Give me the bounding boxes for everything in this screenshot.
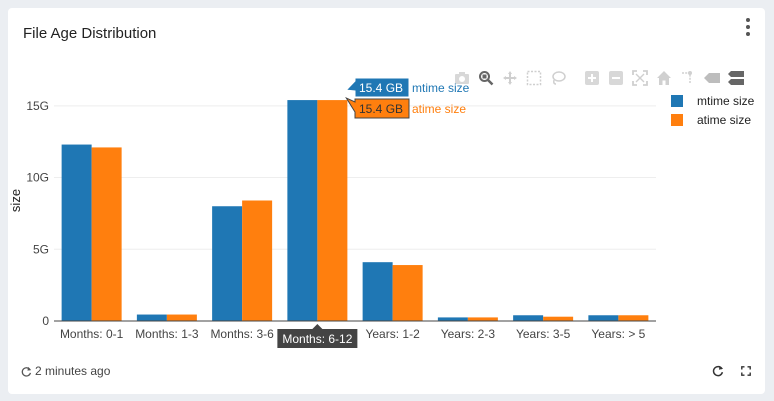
bar-atime[interactable] — [543, 316, 574, 321]
hover-value: 15.4 GB — [359, 102, 403, 116]
autoscale-icon[interactable] — [631, 69, 649, 87]
hover-closest-icon[interactable] — [703, 69, 721, 87]
last-updated: 2 minutes ago — [21, 364, 110, 378]
x-tick-label: Months: 1-3 — [135, 327, 199, 341]
legend-label[interactable]: mtime size — [697, 94, 755, 108]
x-tick-label: Months: 3-6 — [210, 327, 274, 341]
bar-mtime[interactable] — [287, 100, 318, 321]
x-tick-label: Months: 0-1 — [60, 327, 124, 341]
x-tick-label: Months: 6-12 — [282, 332, 352, 346]
bar-atime[interactable] — [242, 200, 273, 322]
bar-mtime[interactable] — [437, 317, 468, 321]
lasso-select-icon[interactable] — [549, 69, 567, 87]
legend-label[interactable]: atime size — [697, 113, 751, 127]
y-tick-label: 15G — [26, 99, 49, 113]
bar-mtime[interactable] — [588, 315, 619, 321]
bar-chart: 0 5G 10G 15G size Months: 0-1 Months: 1-3 Month… — [8, 77, 755, 348]
bar-atime[interactable] — [467, 317, 498, 321]
hover-series-name: atime size — [412, 102, 466, 116]
bar-mtime[interactable] — [362, 262, 393, 321]
y-tick-label: 0 — [42, 314, 49, 328]
x-tick-label: Years: 1-2 — [365, 327, 420, 341]
card-title: File Age Distribution — [23, 25, 157, 42]
hover-tooltip-box — [345, 77, 410, 98]
bar-atime[interactable] — [317, 100, 348, 321]
x-tick-label: Years: > 5 — [591, 327, 645, 341]
x-tick-label: Years: 2-3 — [441, 327, 496, 341]
bar-mtime[interactable] — [136, 314, 167, 321]
last-updated-text: 2 minutes ago — [35, 364, 111, 378]
home-icon[interactable] — [655, 69, 673, 87]
zoom-icon[interactable] — [477, 69, 495, 87]
hover-tooltip-mtime: 15.4 GB mtime size — [345, 77, 470, 98]
refresh-small-icon — [21, 366, 32, 377]
pan-icon[interactable] — [501, 69, 519, 87]
zoom-out-icon[interactable] — [607, 69, 625, 87]
refresh-icon[interactable] — [711, 364, 725, 378]
bar-atime[interactable] — [392, 265, 423, 321]
box-select-icon[interactable] — [525, 69, 543, 87]
legend-swatch[interactable] — [671, 114, 683, 126]
bar-atime[interactable] — [91, 147, 122, 321]
zoom-in-icon[interactable] — [583, 69, 601, 87]
legend-swatch[interactable] — [671, 95, 683, 107]
hover-series-name: mtime size — [412, 81, 470, 95]
bar-mtime[interactable] — [513, 315, 544, 321]
hover-tooltip-box — [345, 96, 410, 119]
more-options-icon[interactable] — [742, 17, 754, 37]
spike-lines-icon[interactable] — [679, 69, 697, 87]
x-hover-label-box — [277, 329, 358, 348]
bar-atime[interactable] — [618, 315, 649, 321]
fullscreen-icon[interactable] — [739, 364, 753, 378]
camera-icon[interactable] — [453, 69, 471, 87]
y-tick-label: 5G — [33, 242, 49, 256]
file-age-card: File Age Distribution — [8, 8, 765, 394]
hover-compare-icon[interactable] — [727, 69, 745, 87]
x-tick-label: Years: 3-5 — [516, 327, 571, 341]
y-axis-title: size — [8, 189, 23, 212]
hover-value: 15.4 GB — [359, 81, 403, 95]
x-hover-label-pointer — [312, 324, 323, 329]
bar-mtime[interactable] — [212, 206, 243, 321]
y-tick-label: 10G — [26, 171, 49, 185]
hover-tooltip-atime: 15.4 GB atime size — [345, 96, 466, 119]
chart-modebar — [453, 68, 751, 88]
bar-atime[interactable] — [166, 314, 197, 321]
bar-mtime[interactable] — [61, 144, 92, 321]
